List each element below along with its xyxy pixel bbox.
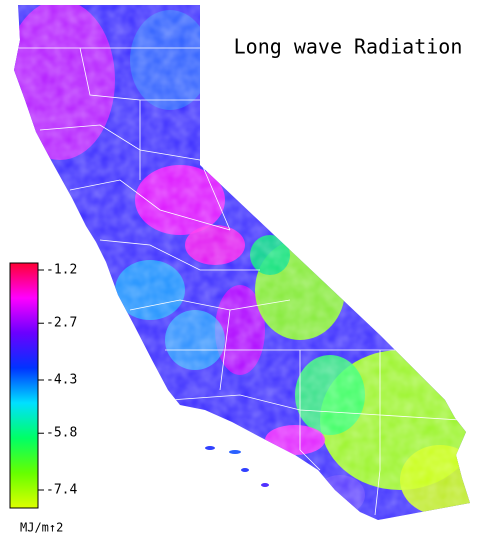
colorbar-tick-label: -5.8 [46, 426, 77, 441]
county-lines [18, 47, 461, 516]
colorbar: -1.2 -2.7 -4.3 -5.8 -7.4 [9, 262, 77, 509]
colorbar-tick-label: -4.3 [46, 373, 77, 388]
colorbar-unit: MJ/m↑2 [20, 521, 63, 535]
colorbar-tick-label: -2.7 [46, 316, 77, 331]
colorbar-tick-label: -7.4 [46, 483, 77, 498]
islands [205, 446, 269, 487]
map-title: Long wave Radiation [234, 35, 463, 59]
colorbar-ramp [9, 262, 39, 509]
colorbar-tick-label: -1.2 [46, 263, 77, 278]
